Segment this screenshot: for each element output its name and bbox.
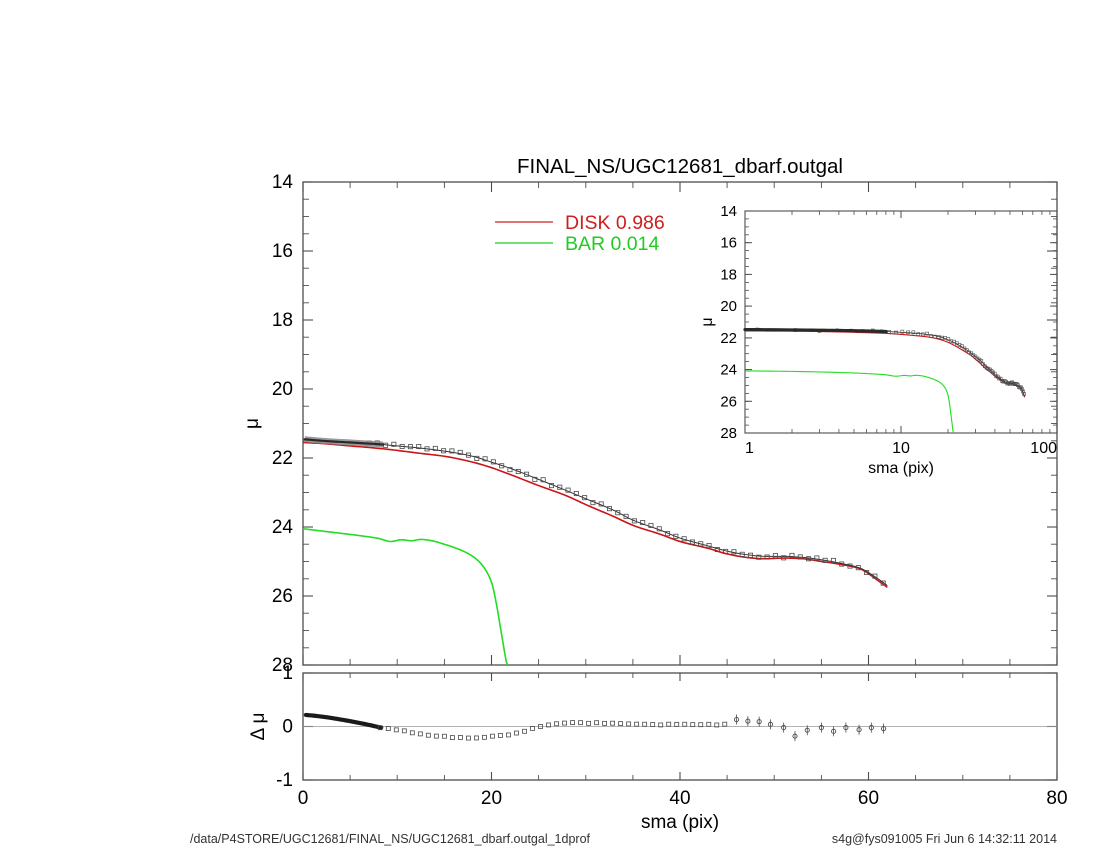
svg-text:16: 16 bbox=[720, 235, 737, 252]
svg-text:sma (pix): sma (pix) bbox=[641, 812, 719, 833]
svg-text:26: 26 bbox=[272, 586, 293, 607]
svg-text:μ: μ bbox=[242, 418, 263, 429]
svg-text:80: 80 bbox=[1046, 788, 1067, 809]
svg-text:28: 28 bbox=[720, 425, 737, 442]
svg-text:100: 100 bbox=[1030, 440, 1057, 457]
svg-text:24: 24 bbox=[272, 517, 294, 538]
svg-text:s4g@fys091005 Fri Jun 6 14:3: s4g@fys091005 Fri Jun 6 14:32:11 2014 bbox=[832, 832, 1057, 846]
svg-text:1: 1 bbox=[745, 440, 754, 457]
svg-text:18: 18 bbox=[720, 266, 737, 283]
svg-text:20: 20 bbox=[272, 379, 293, 400]
svg-text:18: 18 bbox=[272, 310, 293, 331]
svg-text:DISK 0.986: DISK 0.986 bbox=[565, 212, 665, 234]
svg-text:FINAL_NS/UGC12681_dbarf.outgal: FINAL_NS/UGC12681_dbarf.outgal bbox=[517, 155, 843, 178]
svg-text:16: 16 bbox=[272, 241, 293, 262]
svg-text:22: 22 bbox=[272, 448, 293, 469]
svg-text:μ: μ bbox=[699, 317, 716, 326]
svg-text:Δ μ: Δ μ bbox=[248, 713, 269, 741]
svg-text:0: 0 bbox=[282, 717, 293, 738]
svg-text:0: 0 bbox=[298, 788, 309, 809]
svg-text:14: 14 bbox=[272, 172, 294, 193]
svg-text:BAR 0.014: BAR 0.014 bbox=[565, 233, 659, 255]
svg-text:14: 14 bbox=[720, 203, 737, 220]
svg-text:24: 24 bbox=[720, 362, 737, 379]
svg-text:/data/P4STORE/UGC12681/FINAL_N: /data/P4STORE/UGC12681/FINAL_NS/UGC12681… bbox=[190, 832, 591, 846]
svg-text:22: 22 bbox=[720, 330, 737, 347]
svg-text:60: 60 bbox=[858, 788, 879, 809]
svg-text:40: 40 bbox=[669, 788, 690, 809]
svg-text:1: 1 bbox=[282, 663, 293, 684]
svg-text:20: 20 bbox=[481, 788, 502, 809]
svg-text:26: 26 bbox=[720, 393, 737, 410]
svg-text:-1: -1 bbox=[276, 770, 293, 791]
svg-text:20: 20 bbox=[720, 298, 737, 315]
svg-text:10: 10 bbox=[892, 440, 910, 457]
svg-text:sma (pix): sma (pix) bbox=[868, 460, 934, 477]
